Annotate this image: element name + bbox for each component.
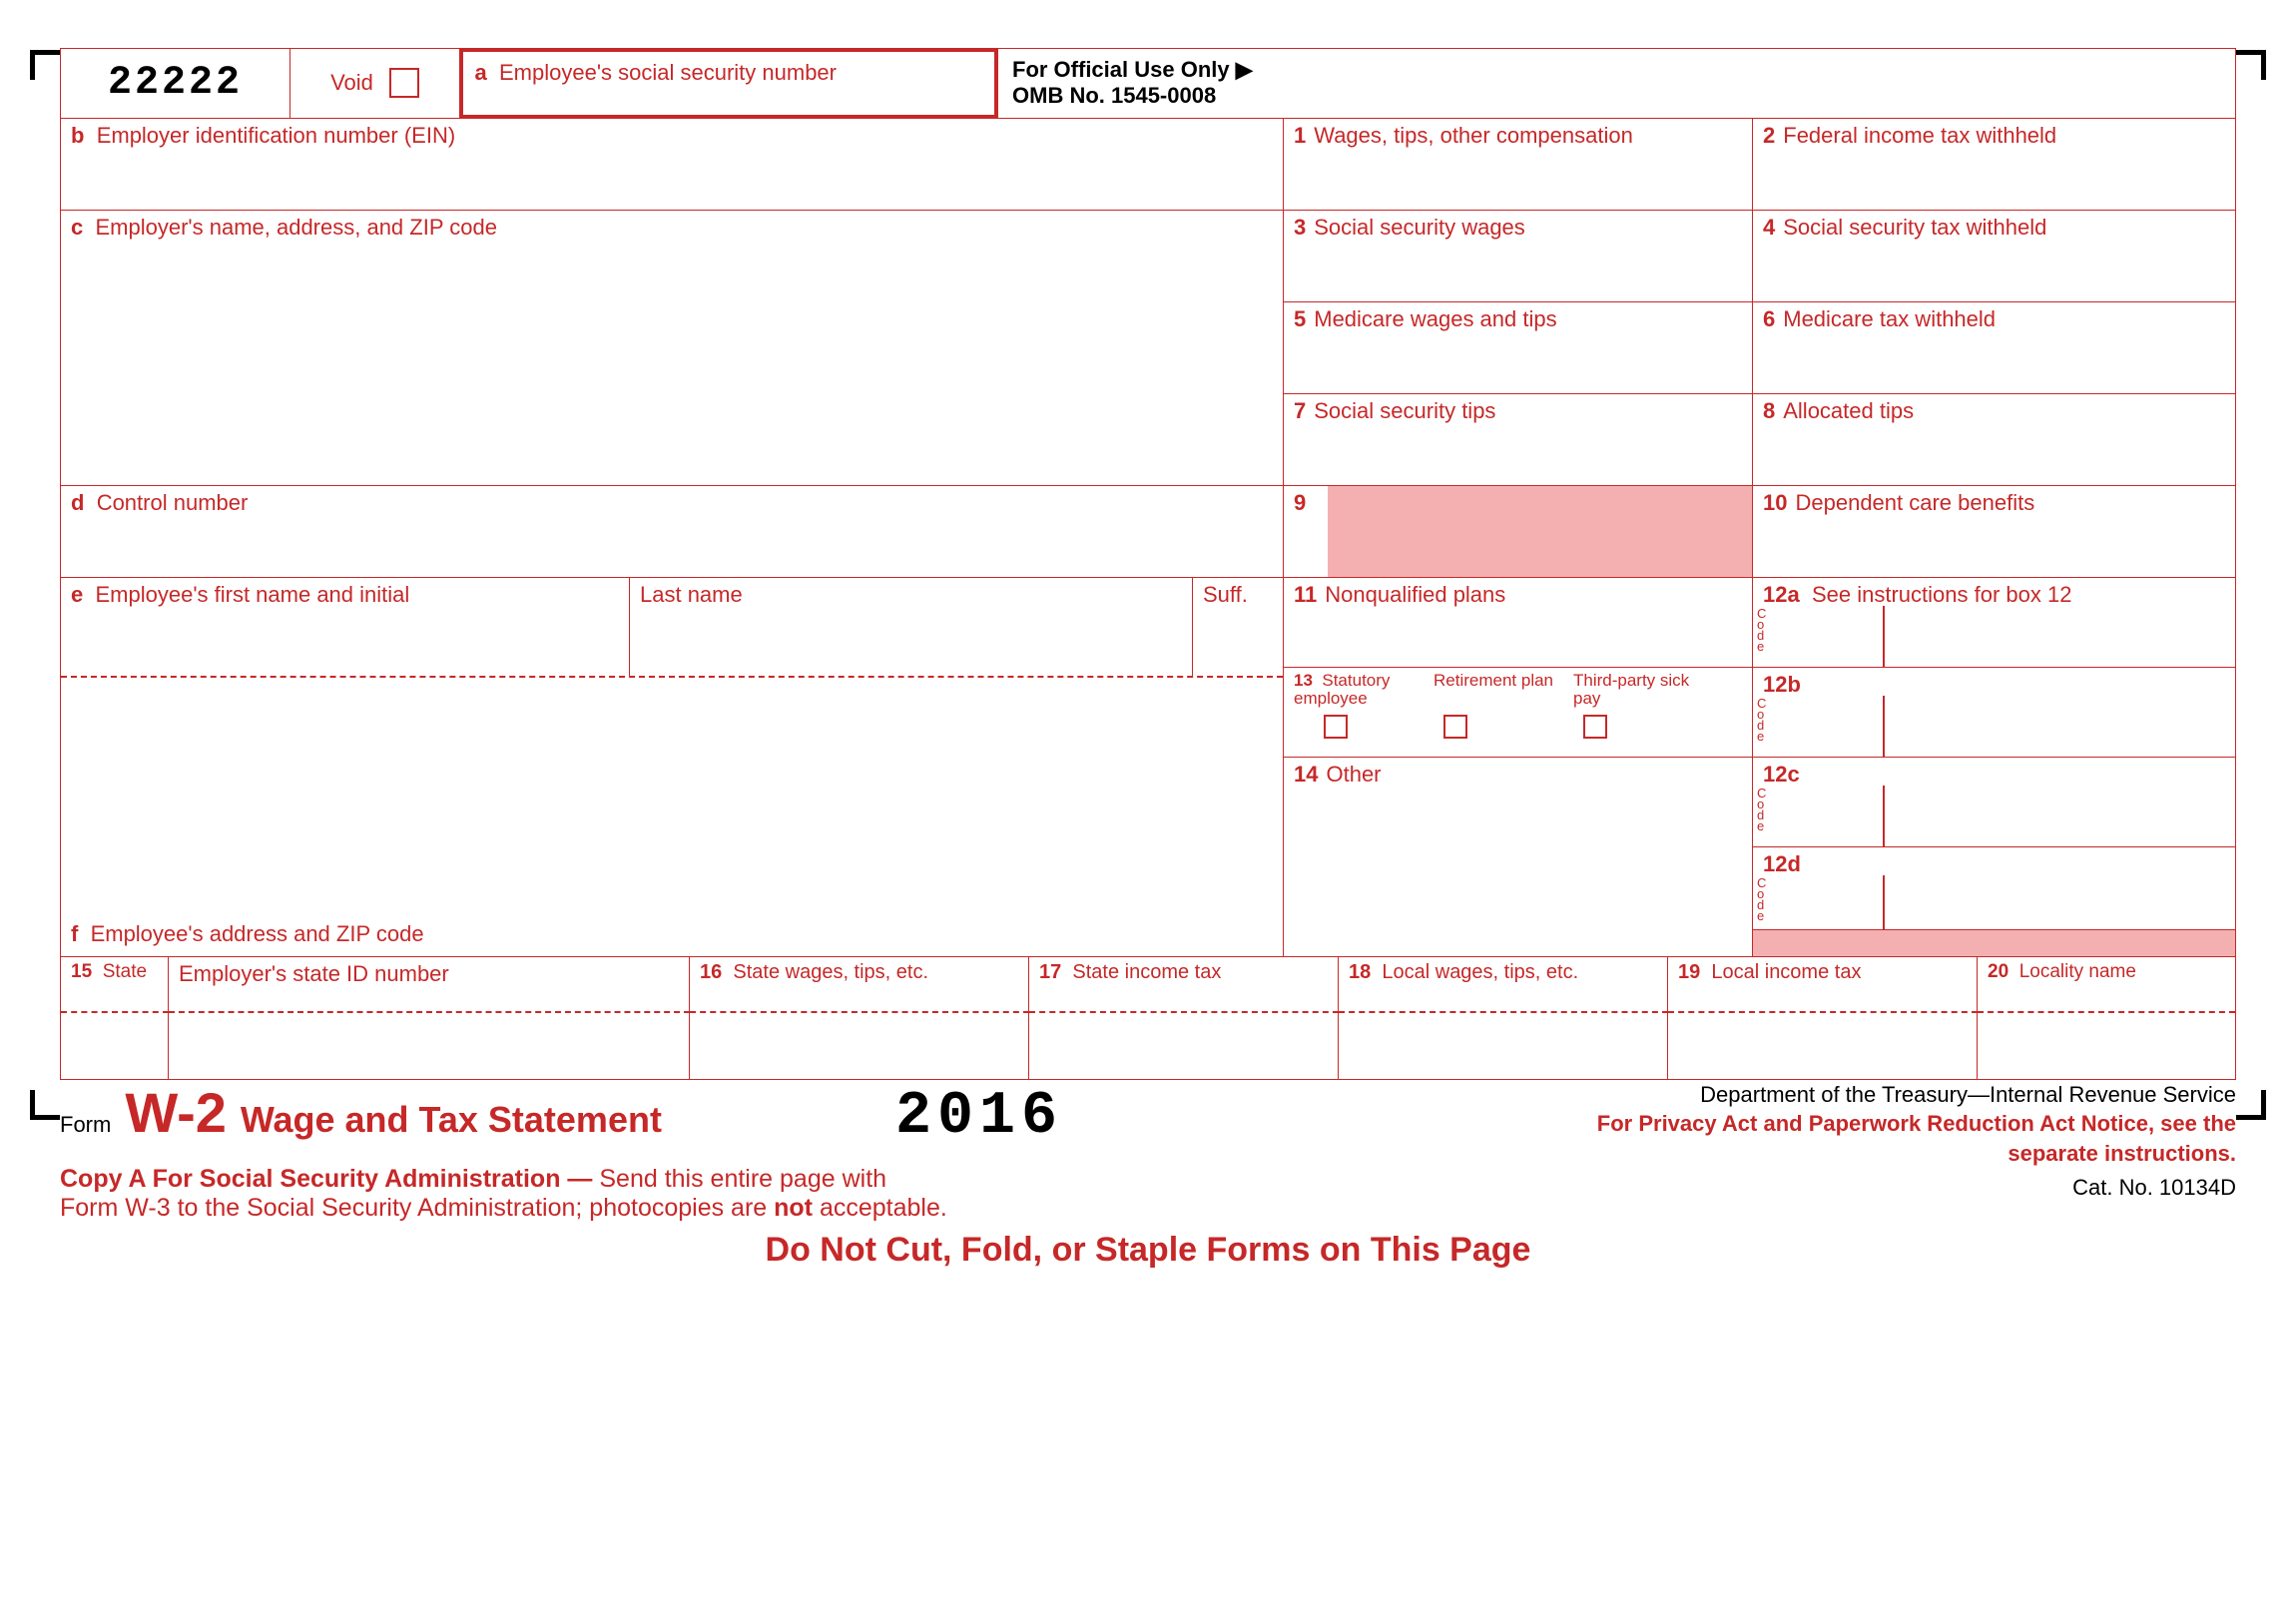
dept-line: Department of the Treasury—Internal Reve… — [1517, 1080, 2236, 1110]
cat-no: Cat. No. 10134D — [1517, 1173, 2236, 1203]
thirdparty-checkbox[interactable] — [1583, 715, 1607, 739]
box-18: 18 Local wages, tips, etc. — [1339, 957, 1668, 1013]
crop-mark — [2236, 1090, 2266, 1120]
box-e-suff: Suff. — [1193, 578, 1283, 676]
box-20: 20 Locality name — [1978, 957, 2235, 1013]
do-not-cut: Do Not Cut, Fold, or Staple Forms on Thi… — [60, 1231, 2236, 1270]
box-f: f Employee's address and ZIP code — [61, 678, 1283, 956]
box-15-state: 15 State — [61, 957, 169, 1013]
retirement-checkbox[interactable] — [1443, 715, 1467, 739]
box-3: 3Social security wages — [1284, 211, 1753, 302]
void-checkbox[interactable] — [389, 68, 419, 98]
row-b-1-2: b Employer identification number (EIN) 1… — [61, 119, 2235, 211]
box-12b: 12b Code — [1753, 668, 2235, 758]
box-16: 16 State wages, tips, etc. — [690, 957, 1029, 1013]
box-e-first: e Employee's first name and initial — [61, 578, 630, 676]
privacy-line: For Privacy Act and Paperwork Reduction … — [1517, 1109, 2236, 1168]
ocr-code: 22222 — [108, 61, 243, 106]
box-6: 6Medicare tax withheld — [1753, 302, 2235, 394]
box-2: 2Federal income tax withheld — [1753, 119, 2235, 211]
void-cell: Void — [290, 49, 460, 118]
void-label: Void — [330, 70, 373, 96]
box-19: 19 Local income tax — [1668, 957, 1978, 1013]
year: 2016 — [895, 1083, 1063, 1151]
box-c: c Employer's name, address, and ZIP code — [61, 211, 1284, 486]
boxes-3-8: 3Social security wages 4Social security … — [1284, 211, 2235, 486]
box-10: 10Dependent care benefits — [1753, 486, 2235, 578]
col-11-13-14: 11Nonqualified plans 13 Statutory employ… — [1284, 578, 1753, 957]
box-12-fill-bottom — [1753, 930, 2235, 957]
ocr-code-cell: 22222 — [61, 49, 290, 118]
form-word: Form — [60, 1112, 111, 1138]
crop-mark — [30, 1090, 60, 1120]
main-grid: b Employer identification number (EIN) 1… — [60, 119, 2236, 1080]
crop-mark — [2236, 50, 2266, 80]
form-name: W-2 — [125, 1080, 227, 1145]
box-14: 14Other — [1284, 758, 1753, 957]
box-e-row: e Employee's first name and initial Last… — [61, 578, 1283, 678]
box-a-label: Employee's social security number — [499, 60, 837, 85]
row-state-labels: 15 State Employer's state ID number 16 S… — [61, 957, 2235, 1013]
box-d: d Control number — [61, 486, 1284, 578]
box-17: 17 State income tax — [1029, 957, 1339, 1013]
box-5: 5Medicare wages and tips — [1284, 302, 1753, 394]
footer: Form W-2 Wage and Tax Statement 2016 Dep… — [60, 1080, 2236, 1270]
col-12: 12a See instructions for box 12 Code 12b… — [1753, 578, 2235, 957]
row-state-blank — [61, 1013, 2235, 1079]
box-15-id: Employer's state ID number — [169, 957, 690, 1013]
form-title: Wage and Tax Statement — [241, 1099, 662, 1141]
box-8: 8Allocated tips — [1753, 394, 2235, 486]
box-12d: 12d Code — [1753, 847, 2235, 930]
official-use: For Official Use Only ▶ — [1012, 57, 2219, 83]
box-11: 11Nonqualified plans — [1284, 578, 1753, 668]
crop-mark — [30, 50, 60, 80]
statutory-checkbox[interactable] — [1324, 715, 1348, 739]
box-a: a Employee's social security number — [459, 48, 998, 120]
box-a-prefix: a — [475, 60, 487, 85]
box-e-last: Last name — [630, 578, 1193, 676]
box-4: 4Social security tax withheld — [1753, 211, 2235, 302]
official-use-cell: For Official Use Only ▶ OMB No. 1545-000… — [996, 49, 2235, 118]
box-12a: 12a See instructions for box 12 Code — [1753, 578, 2235, 668]
header-row: 22222 Void a Employee's social security … — [60, 48, 2236, 119]
box-9-fill — [1328, 486, 1752, 577]
box-1: 1Wages, tips, other compensation — [1284, 119, 1753, 211]
box-13: 13 Statutory employee Retirement plan Th… — [1284, 668, 1753, 758]
box-e-f-container: e Employee's first name and initial Last… — [61, 578, 1284, 957]
row-c-3to8: c Employer's name, address, and ZIP code… — [61, 211, 2235, 486]
box-12c: 12c Code — [1753, 758, 2235, 847]
box-9: 9 — [1284, 486, 1753, 578]
box-b: b Employer identification number (EIN) — [61, 119, 1284, 211]
row-d-9-10: d Control number 9 10Dependent care bene… — [61, 486, 2235, 578]
box-7: 7Social security tips — [1284, 394, 1753, 486]
right-footer: Department of the Treasury—Internal Reve… — [1517, 1080, 2236, 1203]
row-e-11-12-etc: e Employee's first name and initial Last… — [61, 578, 2235, 957]
omb-number: OMB No. 1545-0008 — [1012, 83, 2219, 109]
w2-form: 22222 Void a Employee's social security … — [30, 48, 2266, 1270]
